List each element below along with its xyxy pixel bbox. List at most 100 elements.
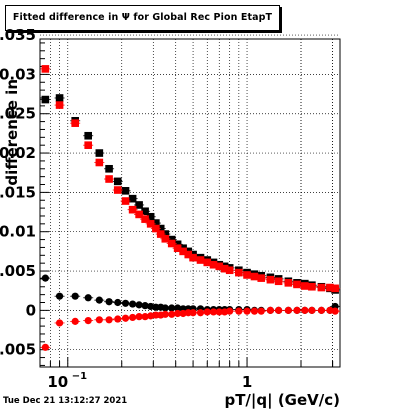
data-point (257, 307, 265, 315)
data-point (225, 266, 234, 275)
data-point (141, 313, 149, 321)
data-point (141, 302, 149, 310)
axis-ticks (39, 42, 334, 367)
data-point (41, 95, 50, 104)
data-point (209, 260, 218, 269)
data-point (161, 234, 170, 243)
data-point (257, 274, 266, 282)
data-point (226, 307, 234, 315)
data-point (152, 224, 160, 233)
data-point (105, 316, 113, 324)
y-tick-label: 0.01 (0, 223, 36, 241)
data-point (55, 94, 64, 102)
data-point (71, 292, 79, 300)
data-point (308, 282, 316, 291)
data-point (174, 304, 182, 312)
data-point (121, 314, 130, 322)
data-point (308, 306, 316, 314)
data-point (41, 343, 49, 351)
data-point (128, 194, 137, 203)
data-point (173, 244, 182, 253)
data-point (128, 205, 137, 214)
chart-title: Fitted difference in Ψ for Global Rec Pi… (12, 12, 273, 23)
data-point (95, 296, 103, 304)
data-point (196, 256, 205, 264)
data-point (235, 268, 243, 277)
data-point (317, 306, 326, 314)
data-point (196, 309, 205, 317)
data-point (167, 235, 176, 244)
data-point (173, 240, 182, 249)
data-point (331, 307, 339, 315)
y-tick-label: 0.03 (0, 65, 36, 83)
data-point (84, 141, 92, 149)
data-point (161, 304, 169, 312)
data-point (55, 292, 64, 300)
data-point (135, 201, 143, 209)
data-point (326, 283, 334, 292)
data-point (293, 280, 301, 289)
data-point (141, 207, 149, 216)
series-3 (40, 65, 341, 293)
data-point (41, 274, 49, 282)
grid (39, 34, 340, 367)
data-point (84, 131, 92, 140)
data-point (129, 313, 137, 322)
data-point (105, 175, 113, 183)
data-point (167, 239, 176, 248)
data-point (146, 212, 155, 221)
data-point (209, 308, 218, 316)
data-point (152, 219, 160, 227)
data-point (95, 316, 103, 324)
data-point (220, 264, 229, 273)
y-tick-label: 0 (26, 301, 36, 319)
data-point (317, 283, 326, 292)
data-point (243, 307, 251, 315)
data-point (275, 306, 283, 314)
series-1 (40, 94, 341, 294)
data-point (135, 301, 143, 309)
data-point (179, 247, 187, 256)
data-point (301, 282, 309, 290)
data-points (40, 65, 341, 351)
data-point (243, 271, 251, 279)
y-tick-label: 0.015 (0, 183, 36, 201)
data-point (135, 313, 143, 321)
data-point (174, 309, 182, 318)
data-point (168, 310, 176, 318)
data-point (203, 258, 212, 267)
y-tick-label: 0.02 (0, 144, 36, 162)
data-point (284, 306, 292, 314)
data-point (168, 304, 176, 312)
y-axis-title: difference in (3, 79, 21, 186)
y-tick-label: 0.005 (0, 262, 36, 280)
data-point (135, 210, 143, 219)
data-point (215, 308, 223, 316)
data-point (301, 306, 309, 314)
data-point (215, 262, 224, 271)
plot-frame (39, 38, 341, 368)
data-point (331, 284, 339, 293)
series-2 (40, 306, 341, 351)
data-point (293, 306, 301, 314)
data-point (121, 197, 130, 205)
data-point (55, 319, 64, 327)
data-point (156, 230, 165, 238)
data-point (114, 315, 122, 323)
x-tick-exponent: −1 (72, 371, 87, 382)
data-point (250, 272, 259, 281)
data-point (84, 294, 92, 302)
data-point (274, 277, 283, 286)
data-point (146, 220, 155, 228)
y-tick-label: 0.025 (0, 105, 36, 123)
data-point (113, 186, 122, 194)
data-point (105, 164, 113, 173)
data-point (55, 101, 64, 109)
data-point (129, 300, 137, 308)
data-point (141, 215, 149, 223)
data-point (41, 65, 50, 73)
data-point (121, 187, 130, 195)
chart-title-box: Fitted difference in Ψ for Global Rec Pi… (5, 5, 280, 31)
data-point (105, 298, 113, 306)
